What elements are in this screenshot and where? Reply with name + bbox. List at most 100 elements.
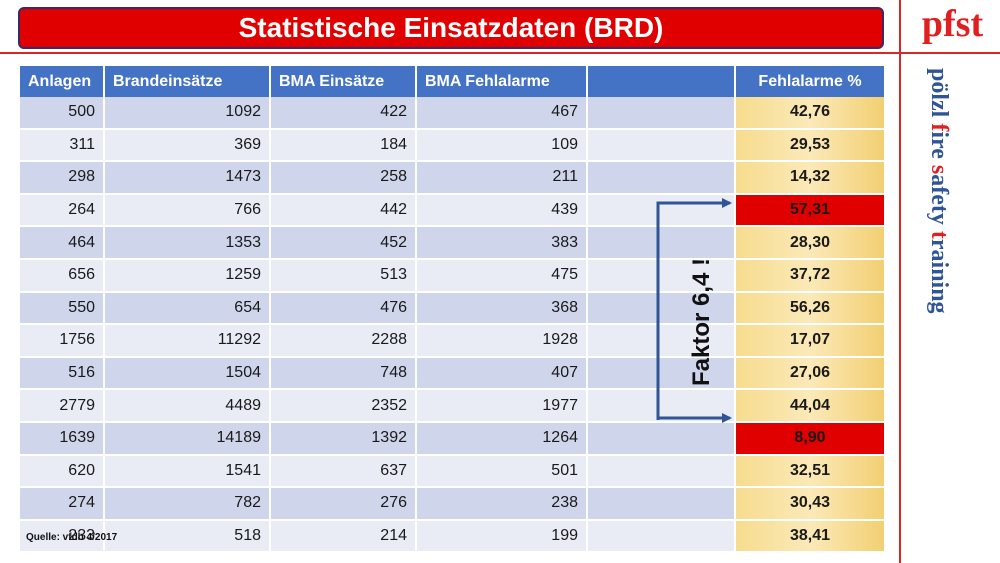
cell-anlagen: 298: [20, 161, 105, 195]
cell-bma-fehlalarme: 1264: [416, 421, 588, 456]
table-header-row: Anlagen Brandeinsätze BMA Einsätze BMA F…: [20, 66, 886, 97]
cell-bma-einsaetze: 2288: [270, 324, 417, 358]
cell-bma-einsaetze: 276: [270, 487, 417, 521]
table-row: 620 1541 637 501 32,51: [20, 454, 886, 489]
cell-anlagen: 516: [20, 356, 105, 391]
cell-brandeinsaetze: 1473: [104, 161, 271, 195]
cell-brandeinsaetze: 1259: [104, 258, 271, 293]
cell-fehlalarme-prozent: 14,32: [735, 161, 886, 195]
cell-anlagen: 2779: [20, 389, 105, 423]
cell-empty: [587, 193, 736, 228]
cell-empty: [587, 356, 736, 391]
data-table: Anlagen Brandeinsätze BMA Einsätze BMA F…: [20, 66, 886, 554]
cell-bma-einsaetze: 476: [270, 291, 417, 326]
cell-bma-fehlalarme: 109: [416, 128, 588, 163]
cell-fehlalarme-prozent-highlight: 8,90: [735, 421, 886, 456]
table-row: 1756 11292 2288 1928 17,07: [20, 324, 886, 358]
table-row: 298 1473 258 211 14,32: [20, 161, 886, 195]
title-banner: Statistische Einsatzdaten (BRD): [18, 7, 884, 49]
cell-empty: [587, 258, 736, 293]
cell-brandeinsaetze: 14189: [104, 421, 271, 456]
cell-bma-fehlalarme: 467: [416, 97, 588, 130]
cell-empty: [587, 487, 736, 521]
cell-empty: [587, 519, 736, 554]
cell-bma-fehlalarme: 383: [416, 226, 588, 260]
header-anlagen: Anlagen: [20, 66, 105, 97]
cell-fehlalarme-prozent: 32,51: [735, 454, 886, 489]
table-row: 274 782 276 238 30,43: [20, 487, 886, 521]
cell-anlagen: 233: [20, 519, 105, 554]
page-title: Statistische Einsatzdaten (BRD): [238, 12, 664, 43]
header-bma-fehlalarme: BMA Fehlalarme: [416, 66, 588, 97]
table-row: 500 1092 422 467 42,76: [20, 97, 886, 130]
cell-fehlalarme-prozent: 28,30: [735, 226, 886, 260]
cell-brandeinsaetze: 1353: [104, 226, 271, 260]
cell-brandeinsaetze: 1092: [104, 97, 271, 130]
cell-bma-einsaetze: 1392: [270, 421, 417, 456]
cell-anlagen: 550: [20, 291, 105, 326]
divider-horizontal: [0, 52, 1000, 54]
table-row: 311 369 184 109 29,53: [20, 128, 886, 163]
cell-bma-einsaetze: 748: [270, 356, 417, 391]
cell-bma-einsaetze: 452: [270, 226, 417, 260]
cell-empty: [587, 421, 736, 456]
cell-anlagen: 656: [20, 258, 105, 293]
table-row: 516 1504 748 407 27,06: [20, 356, 886, 391]
cell-bma-einsaetze: 513: [270, 258, 417, 293]
cell-brandeinsaetze: 518: [104, 519, 271, 554]
cell-bma-einsaetze: 442: [270, 193, 417, 228]
cell-empty: [587, 97, 736, 130]
cell-bma-fehlalarme: 199: [416, 519, 588, 554]
header-empty: [587, 66, 736, 97]
table-body: 500 1092 422 467 42,76 311 369 184 109 29,53 298 14…: [20, 97, 886, 554]
cell-bma-fehlalarme: 211: [416, 161, 588, 195]
cell-empty: [587, 161, 736, 195]
cell-bma-fehlalarme: 407: [416, 356, 588, 391]
source-note: Quelle: vfdb 4/2017: [26, 532, 118, 543]
cell-bma-fehlalarme: 1928: [416, 324, 588, 358]
cell-fehlalarme-prozent: 44,04: [735, 389, 886, 423]
cell-fehlalarme-prozent: 17,07: [735, 324, 886, 358]
table-row: 550 654 476 368 56,26: [20, 291, 886, 326]
table-row: 2779 4489 2352 1977 44,04: [20, 389, 886, 423]
cell-anlagen: 620: [20, 454, 105, 489]
factor-annotation: Faktor 6,4 !: [686, 246, 726, 396]
factor-label: Faktor 6,4 !: [688, 257, 715, 386]
cell-bma-einsaetze: 258: [270, 161, 417, 195]
cell-bma-fehlalarme: 238: [416, 487, 588, 521]
cell-anlagen: 464: [20, 226, 105, 260]
cell-bma-einsaetze: 2352: [270, 389, 417, 423]
table-row: 656 1259 513 475 37,72: [20, 258, 886, 293]
cell-bma-fehlalarme: 475: [416, 258, 588, 293]
cell-anlagen: 264: [20, 193, 105, 228]
cell-fehlalarme-prozent: 37,72: [735, 258, 886, 293]
cell-brandeinsaetze: 654: [104, 291, 271, 326]
cell-empty: [587, 128, 736, 163]
cell-fehlalarme-prozent-highlight: 57,31: [735, 193, 886, 228]
header-brandeinsaetze: Brandeinsätze: [104, 66, 271, 97]
cell-fehlalarme-prozent: 56,26: [735, 291, 886, 326]
table-row: 464 1353 452 383 28,30: [20, 226, 886, 260]
cell-bma-einsaetze: 214: [270, 519, 417, 554]
cell-empty: [587, 291, 736, 326]
cell-brandeinsaetze: 782: [104, 487, 271, 521]
cell-bma-fehlalarme: 1977: [416, 389, 588, 423]
cell-anlagen: 500: [20, 97, 105, 130]
cell-anlagen: 1756: [20, 324, 105, 358]
cell-fehlalarme-prozent: 30,43: [735, 487, 886, 521]
arrow-to-max: [656, 198, 732, 420]
cell-brandeinsaetze: 4489: [104, 389, 271, 423]
cell-brandeinsaetze: 11292: [104, 324, 271, 358]
cell-empty: [587, 454, 736, 489]
cell-anlagen: 1639: [20, 421, 105, 456]
divider-vertical: [899, 0, 901, 563]
cell-bma-fehlalarme: 439: [416, 193, 588, 228]
header-bma-einsaetze: BMA Einsätze: [270, 66, 417, 97]
cell-fehlalarme-prozent: 29,53: [735, 128, 886, 163]
cell-brandeinsaetze: 766: [104, 193, 271, 228]
cell-fehlalarme-prozent: 27,06: [735, 356, 886, 391]
cell-empty: [587, 324, 736, 358]
cell-bma-fehlalarme: 368: [416, 291, 588, 326]
header-fehlalarme-prozent: Fehlalarme %: [735, 66, 886, 97]
